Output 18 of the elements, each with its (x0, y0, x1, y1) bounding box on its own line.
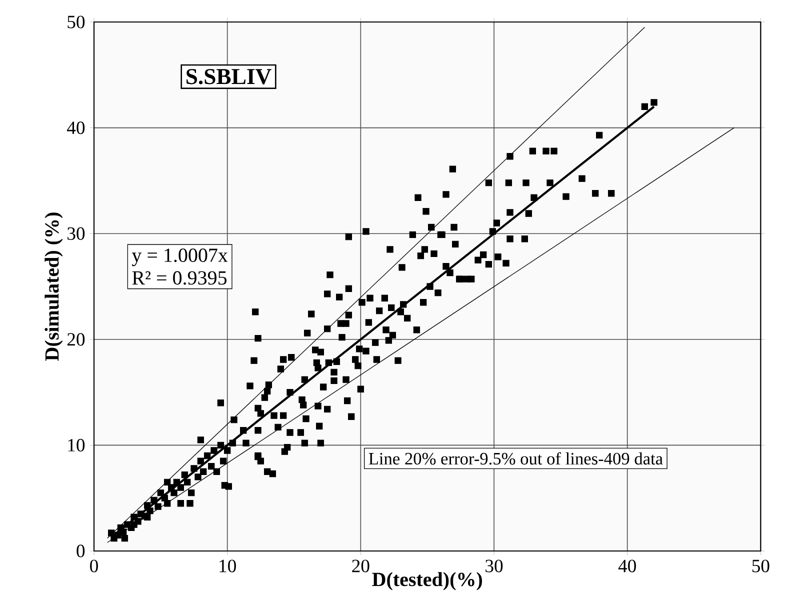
x-tick-label: 10 (220, 560, 236, 572)
y-axis-title: D(simulated) (%) (44, 212, 63, 361)
x-tick-label: 30 (486, 560, 503, 572)
y-tick-label: 10 (68, 438, 85, 452)
x-tick-label: 20 (352, 560, 370, 572)
x-tick-label: 40 (618, 560, 636, 572)
annotation: Line 20% error-9.5% out of lines-409 data (368, 452, 663, 465)
y-tick-label: 50 (68, 16, 85, 28)
y-tick-label: 40 (66, 121, 85, 134)
annotation: R² = 0.9395 (132, 271, 227, 285)
y-tick-label: 0 (76, 544, 85, 558)
y-tick-label: 20 (67, 333, 85, 346)
x-tick-label: 0 (90, 560, 98, 572)
x-axis-title: D(tested)(%) (372, 572, 482, 590)
y-tick-label: 30 (68, 227, 85, 240)
annotation: y = 1.0007x (132, 248, 228, 266)
x-tick-label: 50 (752, 560, 770, 572)
annotation: S.SBLIV (186, 68, 272, 84)
